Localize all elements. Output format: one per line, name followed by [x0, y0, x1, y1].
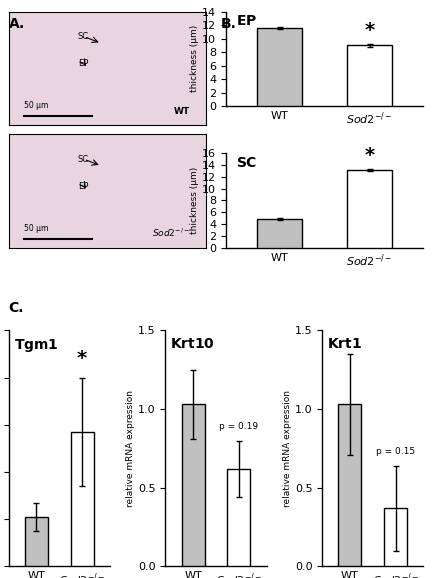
Text: $\bf{EP}$: $\bf{EP}$	[236, 14, 257, 28]
Text: SC: SC	[78, 32, 89, 41]
Bar	[347, 45, 392, 106]
Text: *: *	[365, 21, 375, 40]
Text: SC: SC	[78, 154, 89, 164]
Text: *: *	[77, 349, 87, 368]
Bar	[338, 404, 361, 566]
Text: $\mathit{Sod2}^{-/-}$: $\mathit{Sod2}^{-/-}$	[152, 226, 191, 239]
Text: $\bf{Krt10}$: $\bf{Krt10}$	[171, 338, 216, 351]
Bar	[181, 404, 204, 566]
Y-axis label: relative mRNA expression: relative mRNA expression	[283, 390, 292, 507]
Bar	[257, 218, 302, 248]
Text: EP: EP	[78, 59, 88, 68]
Text: C.: C.	[9, 301, 24, 314]
Text: $\bf{Tgm1}$: $\bf{Tgm1}$	[14, 338, 58, 354]
Bar	[257, 28, 302, 106]
Text: p = 0.19: p = 0.19	[219, 422, 258, 431]
Text: EP: EP	[78, 182, 88, 191]
Y-axis label: thickness (μm): thickness (μm)	[190, 167, 199, 234]
Bar	[384, 508, 407, 566]
Bar	[71, 432, 94, 566]
Text: B.: B.	[220, 17, 236, 31]
Bar	[25, 517, 48, 566]
Y-axis label: relative mRNA expression: relative mRNA expression	[126, 390, 135, 507]
Text: $\bf{SC}$: $\bf{SC}$	[236, 156, 257, 170]
Text: WT: WT	[174, 107, 191, 116]
Text: 50 μm: 50 μm	[25, 101, 49, 110]
Text: p = 0.15: p = 0.15	[376, 447, 415, 456]
Text: A.: A.	[9, 17, 25, 31]
Text: $\bf{Krt1}$: $\bf{Krt1}$	[327, 338, 362, 351]
Text: *: *	[365, 146, 375, 165]
Y-axis label: thickness (μm): thickness (μm)	[190, 25, 199, 92]
Text: 50 μm: 50 μm	[25, 224, 49, 233]
Bar	[228, 469, 251, 566]
Bar	[347, 170, 392, 248]
